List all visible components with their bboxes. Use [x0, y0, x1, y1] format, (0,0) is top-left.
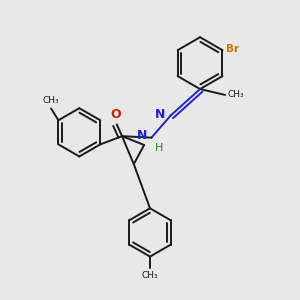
- Text: H: H: [154, 143, 163, 153]
- Text: CH₃: CH₃: [142, 271, 158, 280]
- Text: Br: Br: [226, 44, 239, 54]
- Text: CH₃: CH₃: [227, 90, 244, 99]
- Text: N: N: [155, 108, 165, 121]
- Text: CH₃: CH₃: [43, 96, 59, 105]
- Text: N: N: [137, 129, 147, 142]
- Text: O: O: [110, 108, 121, 121]
